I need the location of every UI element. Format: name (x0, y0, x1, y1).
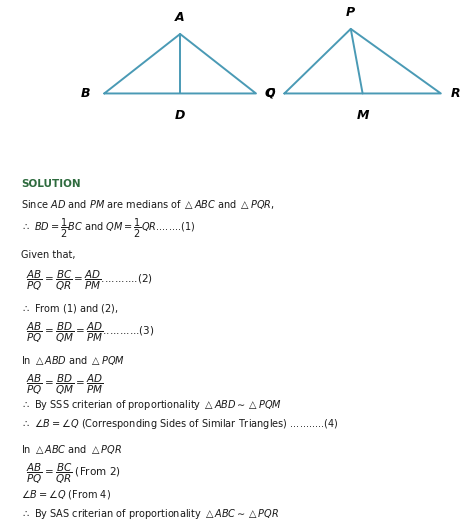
Text: $\therefore$ $\angle B = \angle Q$ (Corresponding Sides of Similar Triangles) ..: $\therefore$ $\angle B = \angle Q$ (Corr… (21, 417, 339, 431)
Text: $\therefore$ By SAS criterian of proportionality $\triangle \mathit{ABC} \sim \t: $\therefore$ By SAS criterian of proport… (21, 507, 280, 521)
Text: $\therefore$ From (1) and (2),: $\therefore$ From (1) and (2), (21, 302, 119, 315)
Text: M: M (356, 109, 369, 122)
Text: Since $\mathit{AD}$ and $\mathit{PM}$ are medians of $\triangle \mathit{ABC}$ an: Since $\mathit{AD}$ and $\mathit{PM}$ ar… (21, 198, 275, 211)
Text: R: R (450, 87, 460, 100)
Text: In $\triangle \mathit{ABD}$ and $\triangle \mathit{PQM}$: In $\triangle \mathit{ABD}$ and $\triang… (21, 354, 125, 367)
Text: D: D (175, 109, 185, 122)
Text: B: B (81, 87, 90, 100)
Text: $\dfrac{\mathit{AB}}{\mathit{PQ}} = \dfrac{\mathit{BC}}{\mathit{QR}} = \dfrac{\m: $\dfrac{\mathit{AB}}{\mathit{PQ}} = \dfr… (26, 269, 153, 293)
Text: P: P (346, 6, 356, 19)
Text: C: C (265, 87, 274, 100)
Text: $\dfrac{\mathit{AB}}{\mathit{PQ}} = \dfrac{\mathit{BC}}{\mathit{QR}}$ (From 2): $\dfrac{\mathit{AB}}{\mathit{PQ}} = \dfr… (26, 462, 121, 486)
Text: $\therefore$ By SSS criterian of proportionality $\triangle \mathit{ABD} \sim \t: $\therefore$ By SSS criterian of proport… (21, 398, 282, 413)
Text: A: A (175, 11, 185, 24)
Text: $\angle B = \angle Q$ (From 4): $\angle B = \angle Q$ (From 4) (21, 488, 111, 501)
Text: $\therefore$ $\mathit{BD} = \dfrac{1}{2}\mathit{BC}$ and $\mathit{QM} = \dfrac{1: $\therefore$ $\mathit{BD} = \dfrac{1}{2}… (21, 217, 196, 239)
Text: $\dfrac{\mathit{AB}}{\mathit{PQ}} = \dfrac{\mathit{BD}}{\mathit{QM}} = \dfrac{\m: $\dfrac{\mathit{AB}}{\mathit{PQ}} = \dfr… (26, 372, 103, 397)
Text: In $\triangle \mathit{ABC}$ and $\triangle \mathit{PQR}$: In $\triangle \mathit{ABC}$ and $\triang… (21, 443, 122, 456)
Text: $\dfrac{\mathit{AB}}{\mathit{PQ}} = \dfrac{\mathit{BD}}{\mathit{QM}} = \dfrac{\m: $\dfrac{\mathit{AB}}{\mathit{PQ}} = \dfr… (26, 321, 155, 345)
Text: SOLUTION: SOLUTION (21, 179, 81, 189)
Text: Q: Q (264, 87, 275, 100)
Text: Given that,: Given that, (21, 250, 76, 260)
